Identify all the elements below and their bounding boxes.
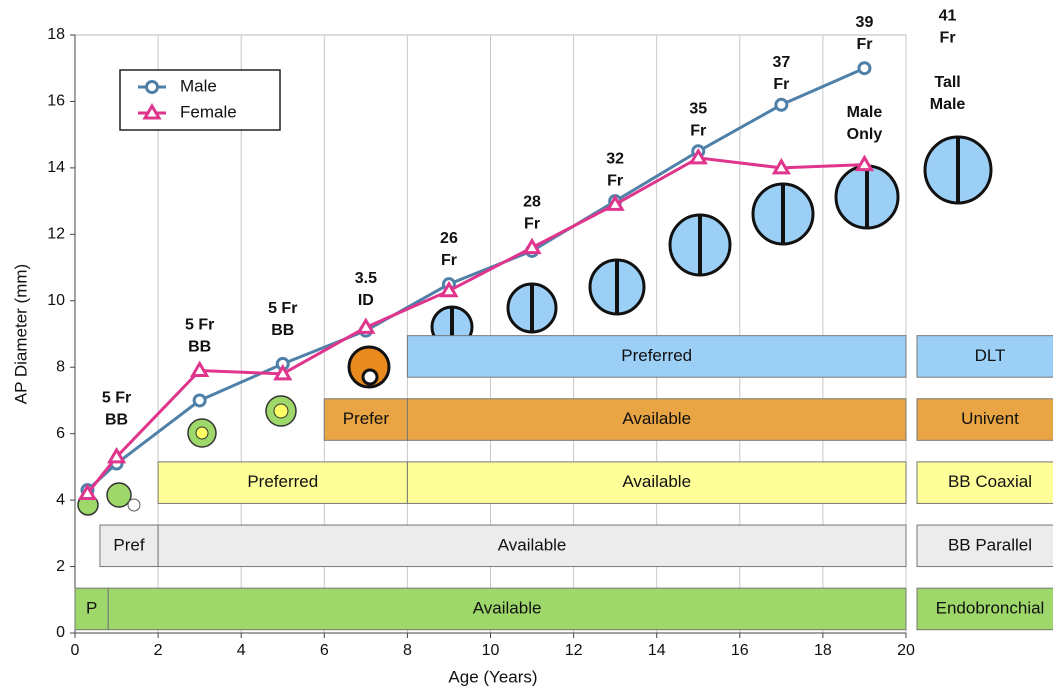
band-segment bbox=[323, 398, 408, 441]
annotation: 28 bbox=[523, 194, 541, 211]
y-tick-label: 10 bbox=[47, 292, 65, 309]
annotation: 5 Fr bbox=[185, 317, 214, 334]
y-tick-label: 14 bbox=[47, 159, 65, 176]
marker bbox=[273, 363, 293, 381]
band-segment bbox=[406, 398, 907, 441]
legend-marker bbox=[145, 80, 159, 94]
y-tick-label: 12 bbox=[47, 226, 65, 243]
annotation: 5 Fr bbox=[268, 300, 297, 317]
y-tick-label: 4 bbox=[56, 491, 65, 508]
x-tick-label: 16 bbox=[731, 642, 749, 659]
marker bbox=[854, 154, 875, 172]
annotation: Fr bbox=[607, 172, 623, 189]
legend-box bbox=[119, 69, 281, 131]
x-axis-label: Age (Years) bbox=[448, 667, 537, 686]
band-name: Univent bbox=[961, 409, 1019, 428]
marker bbox=[522, 237, 542, 255]
annotation: 41 bbox=[939, 8, 957, 25]
x-tick-label: 2 bbox=[154, 642, 163, 659]
band-name: BB Parallel bbox=[948, 535, 1032, 554]
marker bbox=[605, 194, 625, 211]
band-box bbox=[916, 461, 1053, 504]
marker bbox=[857, 61, 872, 76]
band-segment bbox=[107, 587, 907, 631]
marker bbox=[688, 147, 708, 165]
marker bbox=[190, 360, 210, 378]
annotation: Fr bbox=[524, 216, 540, 233]
annotation: Only bbox=[847, 126, 883, 143]
band-name: BB Coaxial bbox=[948, 472, 1032, 491]
annotation: Male bbox=[930, 96, 966, 113]
x-tick-label: 12 bbox=[565, 642, 583, 659]
band-label: Preferred bbox=[247, 472, 318, 491]
annotation: 5 Fr bbox=[102, 390, 131, 407]
y-axis-label: AP Diameter (mm) bbox=[11, 264, 30, 404]
y-tick-label: 0 bbox=[56, 624, 65, 641]
tube-icons bbox=[77, 135, 993, 516]
band-label: Pref bbox=[113, 535, 144, 554]
band-label: Available bbox=[498, 535, 567, 554]
band-label: Preferred bbox=[621, 346, 692, 365]
band-box bbox=[916, 335, 1053, 378]
band-name: DLT bbox=[975, 346, 1006, 365]
x-tick-label: 10 bbox=[482, 642, 500, 659]
y-tick-label: 6 bbox=[56, 425, 65, 442]
marker bbox=[192, 393, 207, 408]
band-segment bbox=[157, 524, 907, 568]
legend-label: Female bbox=[180, 102, 237, 121]
annotation: ID bbox=[358, 292, 374, 309]
x-tick-label: 4 bbox=[237, 642, 246, 659]
annotation: 39 bbox=[856, 14, 874, 31]
band-segment bbox=[157, 461, 408, 504]
band-label: Available bbox=[622, 409, 691, 428]
annotation: Fr bbox=[856, 36, 872, 53]
legend-label: Male bbox=[180, 76, 217, 95]
annotation: 3.5 bbox=[355, 270, 377, 287]
annotation: BB bbox=[105, 412, 128, 429]
x-tick-label: 0 bbox=[71, 642, 80, 659]
x-tick-label: 6 bbox=[320, 642, 329, 659]
marker bbox=[106, 446, 127, 464]
band-box bbox=[916, 587, 1053, 631]
annotation: Fr bbox=[690, 123, 706, 140]
y-tick-label: 8 bbox=[56, 358, 65, 375]
annotation: Fr bbox=[940, 30, 956, 47]
x-tick-label: 18 bbox=[814, 642, 832, 659]
y-tick-label: 2 bbox=[56, 558, 65, 575]
marker bbox=[774, 97, 789, 112]
x-tick-label: 14 bbox=[648, 642, 666, 659]
marker bbox=[439, 280, 459, 298]
annotation: Male bbox=[847, 104, 883, 121]
band-box bbox=[916, 398, 1053, 441]
band-label: P bbox=[86, 598, 97, 617]
y-tick-label: 18 bbox=[47, 26, 65, 43]
annotation: 37 bbox=[772, 54, 790, 71]
band-label: Available bbox=[622, 472, 691, 491]
band-segment bbox=[406, 335, 907, 378]
annotation: Fr bbox=[773, 76, 789, 93]
annotation: Tall bbox=[934, 74, 960, 91]
marker bbox=[771, 157, 791, 175]
annotation: 35 bbox=[689, 101, 707, 118]
annotation: 26 bbox=[440, 230, 458, 247]
marker bbox=[356, 317, 376, 334]
band-box bbox=[916, 524, 1053, 568]
annotation: 32 bbox=[606, 150, 624, 167]
band-name: Endobronchial bbox=[936, 598, 1045, 617]
band-label: Available bbox=[473, 598, 542, 617]
marker bbox=[77, 483, 98, 500]
legend-marker bbox=[142, 103, 162, 120]
annotation: BB bbox=[188, 339, 211, 356]
annotation: Fr bbox=[441, 252, 457, 269]
annotation: BB bbox=[271, 322, 294, 339]
x-tick-label: 20 bbox=[897, 642, 915, 659]
band-label: Prefer bbox=[343, 409, 390, 428]
x-tick-label: 8 bbox=[403, 642, 412, 659]
band-segment bbox=[406, 461, 907, 504]
band-segment bbox=[74, 587, 109, 631]
y-tick-label: 16 bbox=[47, 93, 65, 110]
